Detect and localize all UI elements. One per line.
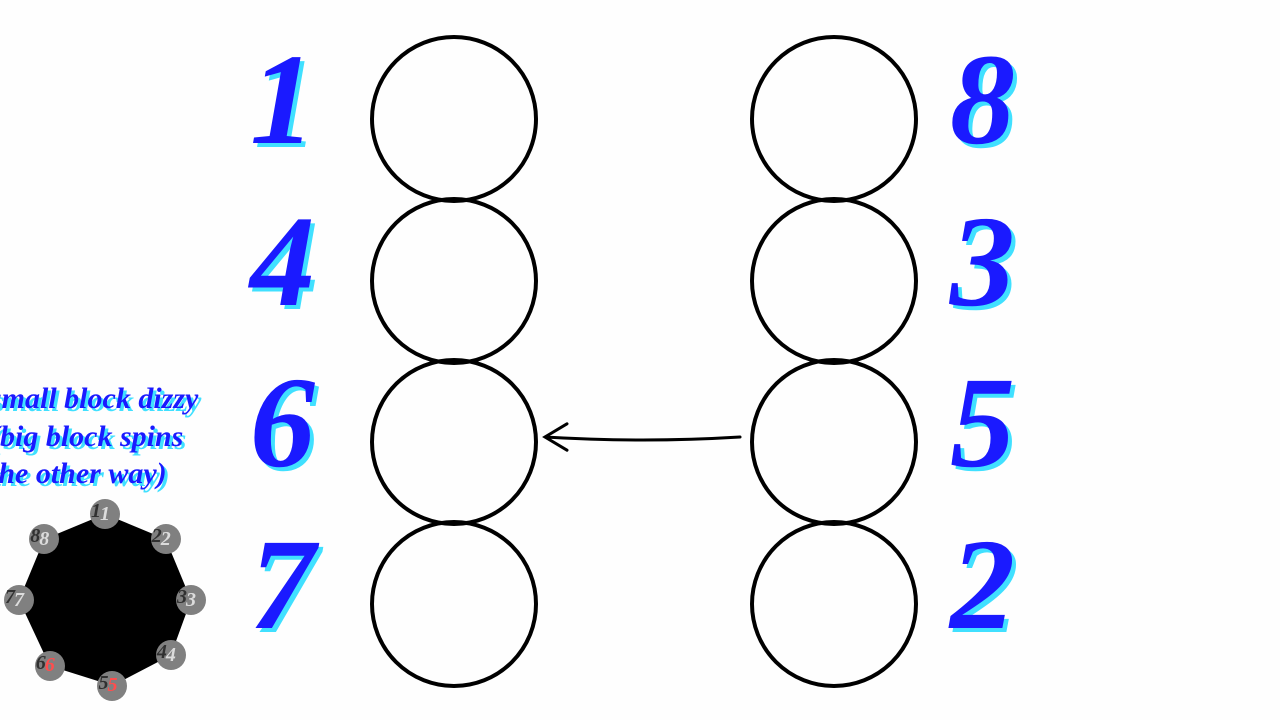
- cylinder-label-left-6: 66: [250, 358, 315, 488]
- cylinder-label-right-8: 88: [950, 35, 1015, 165]
- distributor-terminal-4: 44: [156, 640, 186, 670]
- cylinder-label-right-5: 55: [950, 358, 1015, 488]
- distributor-terminal-2: 22: [151, 524, 181, 554]
- distributor-terminal-1: 11: [90, 499, 120, 529]
- cylinder-label-left-4: 44: [250, 197, 315, 327]
- cylinder-label-right-2: 22: [950, 520, 1015, 650]
- cylinder-label-left-7: 77: [250, 520, 315, 650]
- distributor-terminal-6: 66: [35, 651, 65, 681]
- cylinder-label-right-3: 33: [950, 197, 1015, 327]
- distributor-terminal-3: 33: [176, 585, 206, 615]
- distributor-terminal-5: 55: [97, 671, 127, 701]
- cylinder-label-left-1: 11: [250, 35, 315, 165]
- distributor-terminal-7: 77: [4, 585, 34, 615]
- distributor-icon: 1122334455667788: [15, 510, 195, 690]
- dizzy-caption: small block dizzy (big block spins the o…: [0, 380, 198, 493]
